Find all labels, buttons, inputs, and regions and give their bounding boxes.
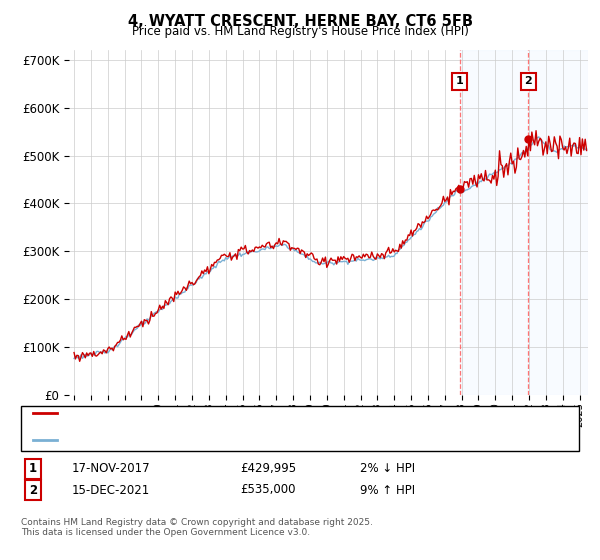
Text: HPI: Average price, detached house, Canterbury: HPI: Average price, detached house, Cant…: [60, 435, 329, 445]
Text: £429,995: £429,995: [240, 462, 296, 475]
Text: 15-DEC-2021: 15-DEC-2021: [72, 483, 150, 497]
Text: 1: 1: [29, 462, 37, 475]
Text: Price paid vs. HM Land Registry's House Price Index (HPI): Price paid vs. HM Land Registry's House …: [131, 25, 469, 38]
Text: £535,000: £535,000: [240, 483, 296, 497]
Text: Contains HM Land Registry data © Crown copyright and database right 2025.
This d: Contains HM Land Registry data © Crown c…: [21, 518, 373, 538]
Text: 2% ↓ HPI: 2% ↓ HPI: [360, 462, 415, 475]
Text: 4, WYATT CRESCENT, HERNE BAY, CT6 5FB (detached house): 4, WYATT CRESCENT, HERNE BAY, CT6 5FB (d…: [60, 408, 399, 418]
Bar: [460, 50, 588, 395]
Text: 4, WYATT CRESCENT, HERNE BAY, CT6 5FB: 4, WYATT CRESCENT, HERNE BAY, CT6 5FB: [128, 14, 473, 29]
Text: 2: 2: [524, 76, 532, 86]
Text: 2: 2: [29, 483, 37, 497]
Text: 17-NOV-2017: 17-NOV-2017: [72, 462, 151, 475]
Text: 1: 1: [456, 76, 463, 86]
Text: 9% ↑ HPI: 9% ↑ HPI: [360, 483, 415, 497]
